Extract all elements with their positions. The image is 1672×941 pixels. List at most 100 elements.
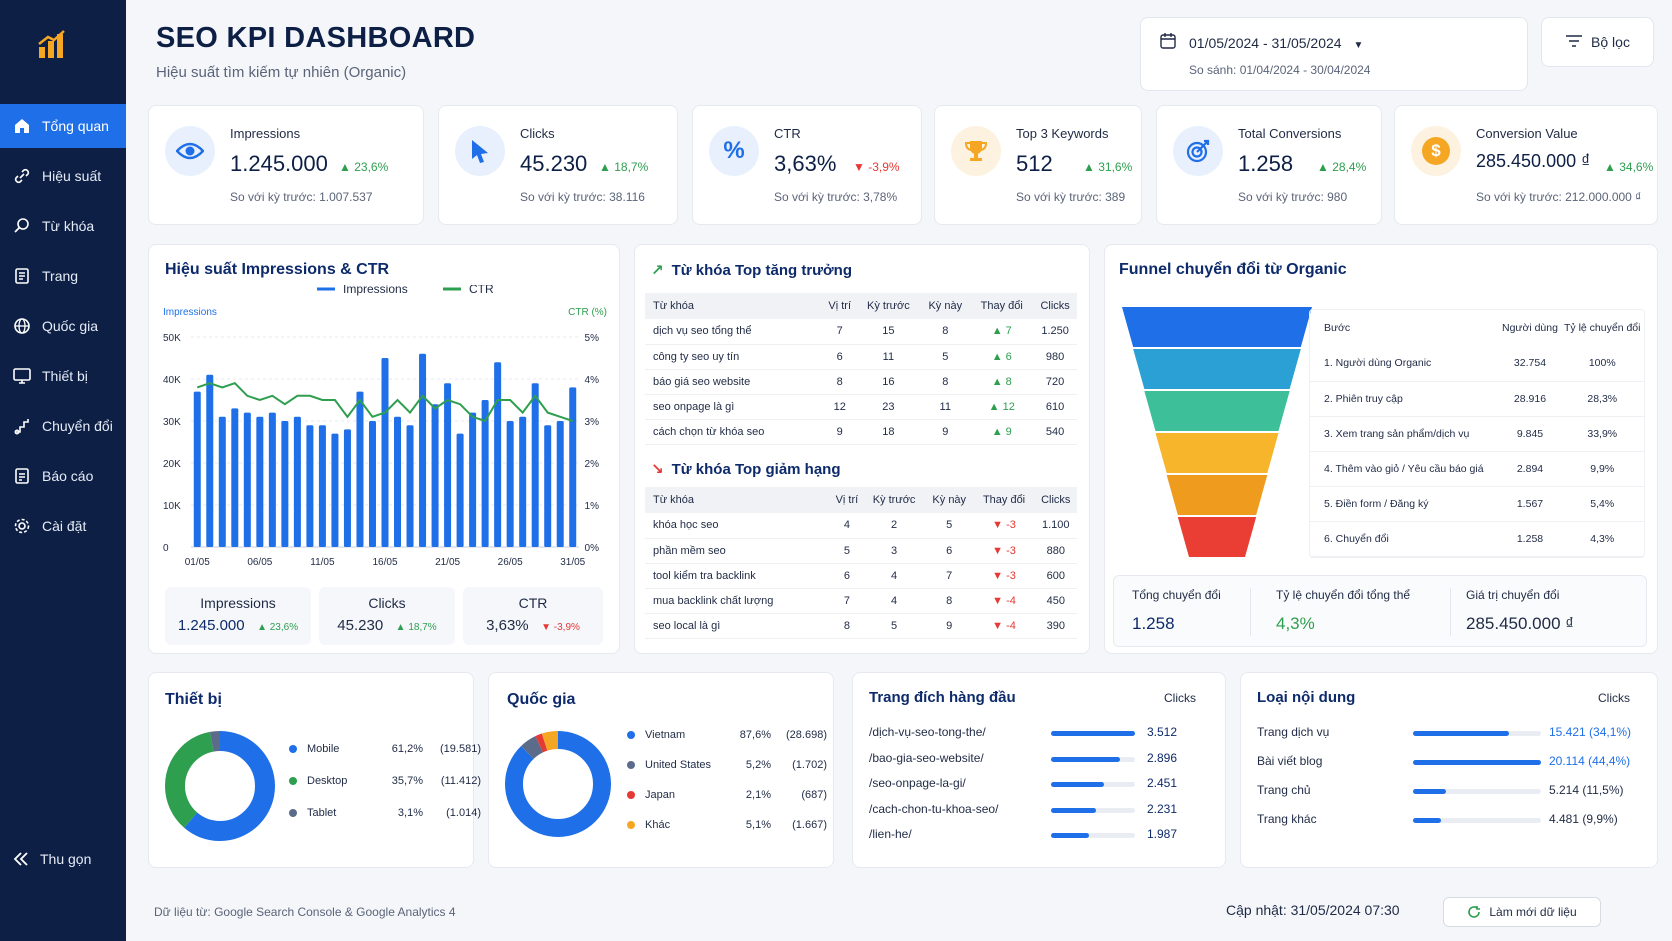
bar-impressions xyxy=(481,400,489,547)
table-row[interactable]: dịch vụ seo tổng thể 7 15 8 ▲ 7 1.250 xyxy=(645,319,1077,345)
list-item-value: 4.481 (9,9%) xyxy=(1549,812,1618,826)
bar-impressions xyxy=(519,416,527,547)
table-cell: 980 xyxy=(1033,344,1077,370)
table-cell: 5 xyxy=(830,538,864,564)
content-title: Loại nội dung xyxy=(1257,689,1356,706)
sidebar-item-bao-cao[interactable]: Báo cáo xyxy=(0,454,126,498)
bar-impressions xyxy=(381,358,389,547)
kpi-card-top-3-keywords[interactable]: Top 3 Keywords 512 ▲ 31,6% So với kỳ trước:… xyxy=(934,105,1142,225)
gear-icon xyxy=(14,518,30,534)
progress-bar xyxy=(1051,782,1135,787)
sidebar-nav: Tổng quan Hiệu suất Từ khóa Trang Quốc g… xyxy=(0,104,126,554)
column-header[interactable]: Thay đổi xyxy=(973,487,1035,513)
column-header[interactable]: Clicks xyxy=(1033,293,1077,319)
summary-conversion-rate: Tỷ lệ chuyển đổi tổng thể 4,3% xyxy=(1276,588,1410,634)
funnel-row: 5. Điền form / Đăng ký 1.567 5,4% xyxy=(1310,486,1644,522)
bar-impressions xyxy=(431,404,439,547)
column-header[interactable]: Kỳ trước xyxy=(856,293,921,319)
column-header[interactable]: Clicks xyxy=(1034,487,1077,513)
date-range-value: 01/05/2024 - 31/05/2024 ▼ xyxy=(1189,35,1364,51)
list-item-label: /bao-gia-seo-website/ xyxy=(869,750,984,765)
table-cell: 540 xyxy=(1033,419,1077,445)
bar-impressions xyxy=(368,421,376,547)
legend-count: (687) xyxy=(801,789,827,801)
table-cell: ▲ 6 xyxy=(970,344,1034,370)
table-row[interactable]: báo giá seo website 8 16 8 ▲ 8 720 xyxy=(645,369,1077,395)
donut-slice xyxy=(165,731,275,841)
summary-impressions: Impressions 1.245.000 ▲ 23,6% xyxy=(165,587,311,645)
table-cell: công ty seo uy tín xyxy=(645,344,823,370)
table-cell: seo onpage là gì xyxy=(645,394,823,420)
column-header[interactable]: Thay đổi xyxy=(970,293,1034,319)
date-compare: So sánh: 01/04/2024 - 30/04/2024 xyxy=(1189,63,1371,77)
funnel-cell: 3. Xem trang sản phẩm/dịch vụ xyxy=(1310,416,1500,452)
table-row[interactable]: cách chọn từ khóa seo 9 18 9 ▲ 9 540 xyxy=(645,419,1077,445)
logo-icon[interactable] xyxy=(38,30,70,65)
sidebar-item-tu-khoa[interactable]: Từ khóa xyxy=(0,204,126,248)
kpi-card-total-conversions[interactable]: Total Conversions 1.258 ▲ 28,4% So với kỳ t… xyxy=(1156,105,1382,225)
sidebar-item-label: Chuyển đổi xyxy=(42,418,113,434)
table-row[interactable]: phần mềm seo 5 3 6 ▼ -3 880 xyxy=(645,538,1077,564)
kpi-previous: So với kỳ trước: 980 xyxy=(1238,190,1348,204)
table-cell: 1.250 xyxy=(1033,319,1077,345)
sidebar: Tổng quan Hiệu suất Từ khóa Trang Quốc g… xyxy=(0,0,126,941)
sidebar-item-tong-quan[interactable]: Tổng quan xyxy=(0,104,126,148)
summary-label: Giá trị chuyển đổi xyxy=(1466,588,1560,602)
column-header[interactable]: Vị trí xyxy=(830,487,864,513)
funnel-row: 4. Thêm vào giỏ / Yêu cầu báo giá 2.894 9,… xyxy=(1310,451,1644,487)
refresh-button[interactable]: Làm mới dữ liệu xyxy=(1443,897,1601,927)
kpi-card-ctr[interactable]: % CTR 3,63% ▼ -3,9% So với kỳ trước: 3,78% xyxy=(692,105,922,225)
list-item-value: 2.231 xyxy=(1147,801,1178,816)
kpi-label: Conversion Value xyxy=(1476,126,1578,141)
funnel-cell: 1.567 xyxy=(1499,486,1561,522)
table-row[interactable]: công ty seo uy tín 6 11 5 ▲ 6 980 xyxy=(645,344,1077,370)
kpi-card-impressions[interactable]: Impressions 1.245.000 ▲ 23,6% So với kỳ trư… xyxy=(148,105,424,225)
refresh-icon xyxy=(1468,906,1481,918)
table-row[interactable]: tool kiểm tra backlink 6 4 7 ▼ -3 600 xyxy=(645,563,1077,589)
x-tick: 11/05 xyxy=(310,557,335,568)
sidebar-item-label: Thiết bị xyxy=(42,368,88,384)
table-row[interactable]: seo local là gì 8 5 9 ▼ -4 390 xyxy=(645,613,1077,639)
bar-impressions xyxy=(206,374,214,547)
bar-impressions xyxy=(569,387,577,547)
column-header[interactable]: Vị trí xyxy=(822,293,857,319)
bar-impressions xyxy=(231,408,239,547)
table-cell: 11 xyxy=(920,394,971,420)
sidebar-item-hieu-suat[interactable]: Hiệu suất xyxy=(0,154,126,198)
column-header[interactable]: Kỳ này xyxy=(924,487,974,513)
table-row[interactable]: seo onpage là gì 12 23 11 ▲ 12 610 xyxy=(645,394,1077,420)
column-header[interactable]: Từ khóa xyxy=(645,293,823,319)
column-header[interactable]: Kỳ này xyxy=(920,293,971,319)
sidebar-item-quoc-gia[interactable]: Quốc gia xyxy=(0,304,126,348)
collapse-button[interactable]: Thu gọn xyxy=(12,850,91,868)
table-cell: 610 xyxy=(1033,394,1077,420)
kpi-label: Top 3 Keywords xyxy=(1016,126,1109,141)
kpi-card-clicks[interactable]: Clicks 45.230 ▲ 18,7% So với kỳ trước: 38.1… xyxy=(438,105,678,225)
column-header[interactable]: Kỳ trước xyxy=(863,487,925,513)
list-item-label: /dịch-vụ-seo-tong-the/ xyxy=(869,725,986,739)
table-cell: 11 xyxy=(856,344,921,370)
funnel-cell: 1. Người dùng Organic xyxy=(1310,346,1500,382)
summary-value: 285.450.000 ₫ xyxy=(1466,614,1574,633)
progress-bar xyxy=(1413,731,1541,736)
legend-dot xyxy=(627,791,635,799)
table-cell: dịch vụ seo tổng thể xyxy=(645,319,823,345)
sidebar-item-thiet-bi[interactable]: Thiết bị xyxy=(0,354,126,398)
table-cell: 9 xyxy=(822,419,857,445)
legend-dot xyxy=(627,821,635,829)
sidebar-item-trang[interactable]: Trang xyxy=(0,254,126,298)
legend-pct: 3,1% xyxy=(397,807,423,819)
kpi-card-conversion-value[interactable]: $ Conversion Value 285.450.000 ₫ ▲ 34,6% So … xyxy=(1394,105,1658,225)
sidebar-item-chuyen-doi[interactable]: Chuyển đổi xyxy=(0,404,126,448)
filter-button[interactable]: Bộ lọc xyxy=(1541,17,1654,67)
table-row[interactable]: mua backlink chất lượng 7 4 8 ▼ -4 450 xyxy=(645,588,1077,614)
summary-value: 4,3% xyxy=(1276,614,1315,633)
sidebar-item-cai-dat[interactable]: Cài đặt xyxy=(0,504,126,548)
column-header[interactable]: Từ khóa xyxy=(645,487,831,513)
date-range-picker[interactable]: 01/05/2024 - 31/05/2024 ▼ So sánh: 01/04… xyxy=(1140,17,1528,91)
progress-fill xyxy=(1051,731,1135,736)
table-cell: 4 xyxy=(863,588,925,614)
bar-impressions xyxy=(544,425,552,547)
trend-up-icon: ↗ xyxy=(651,262,664,279)
table-row[interactable]: khóa học seo 4 2 5 ▼ -3 1.100 xyxy=(645,513,1077,539)
